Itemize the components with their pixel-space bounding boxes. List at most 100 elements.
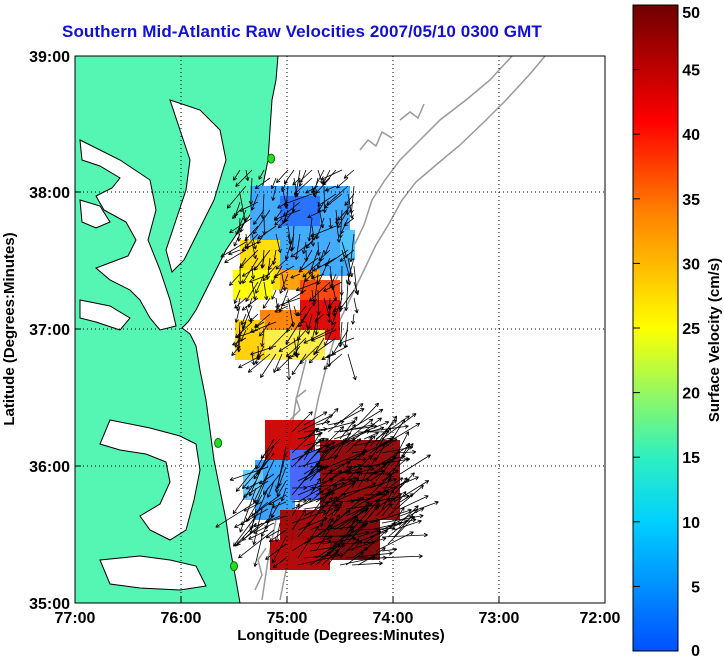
velocity-arrow xyxy=(317,193,337,207)
velocity-arrow xyxy=(241,515,275,541)
velocity-arrow xyxy=(309,468,321,482)
velocity-arrow xyxy=(333,460,351,468)
velocity-arrow xyxy=(304,273,313,282)
velocity-arrow xyxy=(297,487,322,503)
velocity-arrow xyxy=(336,177,349,189)
velocity-arrow xyxy=(290,241,313,258)
velocity-arrow xyxy=(381,532,428,538)
velocity-arrow xyxy=(251,281,257,301)
velocity-arrow xyxy=(321,468,333,482)
velocity-arrow xyxy=(271,501,287,509)
velocity-arrow xyxy=(291,509,307,531)
velocity-arrow xyxy=(292,177,301,186)
velocity-arrow xyxy=(241,241,259,252)
velocity-arrow xyxy=(337,209,349,229)
velocity-arrow xyxy=(253,209,265,225)
velocity-arrow xyxy=(240,313,247,326)
velocity-arrow xyxy=(381,547,398,552)
velocity-arrow xyxy=(296,329,307,341)
velocity-arrow xyxy=(315,444,329,468)
velocity-arrow xyxy=(226,185,247,209)
velocity-arrow xyxy=(253,515,287,528)
velocity-arrow xyxy=(281,273,287,292)
velocity-arrow xyxy=(249,487,269,530)
y-tick-label: 38:00 xyxy=(29,185,70,202)
velocity-arrow xyxy=(338,337,355,345)
velocity-arrow xyxy=(260,193,266,219)
site-markers xyxy=(214,153,276,572)
velocity-arrow xyxy=(247,353,271,373)
velocity-arrow xyxy=(345,420,390,440)
velocity-arrow xyxy=(271,265,283,285)
velocity-arrow xyxy=(303,329,331,344)
velocity-arrow xyxy=(314,337,337,354)
velocity-arrow xyxy=(327,403,364,433)
velocity-arrow xyxy=(233,233,241,247)
velocity-arrow xyxy=(235,466,257,492)
x-tick-label: 72:00 xyxy=(580,610,621,627)
velocity-arrow xyxy=(293,305,299,317)
colorbar-tick-label: 20 xyxy=(682,386,700,403)
velocity-vectors xyxy=(215,169,439,569)
velocity-arrow xyxy=(290,273,301,279)
velocity-arrow xyxy=(277,466,287,487)
velocity-arrow xyxy=(308,281,331,302)
velocity-arrow xyxy=(399,505,419,524)
colorbar-tick-label: 10 xyxy=(682,515,700,532)
velocity-arrow xyxy=(234,297,247,309)
velocity-arrow xyxy=(260,257,265,269)
velocity-arrow xyxy=(303,437,329,447)
velocity-arrow xyxy=(291,503,300,517)
velocity-arrow xyxy=(229,217,253,234)
velocity-arrow xyxy=(298,257,319,273)
velocity-arrow xyxy=(299,345,319,365)
velocity-arrow xyxy=(329,273,337,288)
velocity-arrow xyxy=(253,249,271,271)
velocity-arrow xyxy=(249,273,271,283)
velocity-arrow xyxy=(393,491,407,510)
velocity-arrow xyxy=(333,503,342,517)
velocity-arrow xyxy=(232,337,247,346)
velocity-arrow xyxy=(239,201,259,212)
velocity-arrow xyxy=(399,500,439,517)
velocity-arrow xyxy=(345,523,367,545)
x-tick-labels: 77:00 76:00 75:00 74:00 73:00 72:00 xyxy=(55,610,621,627)
velocity-arrow xyxy=(272,557,287,569)
velocity-arrow xyxy=(257,225,277,240)
velocity-arrow xyxy=(344,281,349,311)
velocity-arrow xyxy=(260,438,281,459)
colorbar-ticks: 0 5 10 15 20 25 30 35 40 45 50 xyxy=(633,4,700,659)
velocity-arrow xyxy=(243,480,269,498)
velocity-arrow xyxy=(236,217,242,242)
velocity-arrow xyxy=(254,177,271,190)
velocity-arrow xyxy=(232,209,241,220)
velocity-arrow xyxy=(387,493,403,503)
velocity-arrow xyxy=(265,543,287,560)
velocity-arrow xyxy=(308,353,319,364)
velocity-arrow xyxy=(357,402,380,426)
velocity-arrow xyxy=(273,209,301,221)
velocity-arrow xyxy=(323,281,343,292)
velocity-arrow xyxy=(275,257,289,270)
velocity-arrow xyxy=(248,452,269,497)
velocity-arrow xyxy=(265,529,281,539)
colorbar-tick-label: 15 xyxy=(682,450,700,467)
velocity-arrow xyxy=(315,543,341,566)
velocity-arrow xyxy=(309,464,323,475)
velocity-arrow xyxy=(250,193,259,211)
colorbar-tick-label: 35 xyxy=(682,192,700,209)
velocity-arrow xyxy=(268,329,289,350)
colorbar-tick-label: 30 xyxy=(682,256,700,273)
velocity-arrow xyxy=(268,494,287,506)
velocity-arrow xyxy=(283,169,295,185)
velocity-arrow xyxy=(393,519,422,531)
velocity-arrow xyxy=(335,217,341,243)
velocity-arrow xyxy=(244,233,259,249)
velocity-arrow xyxy=(321,408,339,426)
velocity-arrow xyxy=(294,233,301,260)
velocity-arrow xyxy=(381,422,421,447)
velocity-arrow xyxy=(248,529,269,540)
velocity-arrow xyxy=(291,411,313,433)
velocity-arrow xyxy=(258,321,271,337)
